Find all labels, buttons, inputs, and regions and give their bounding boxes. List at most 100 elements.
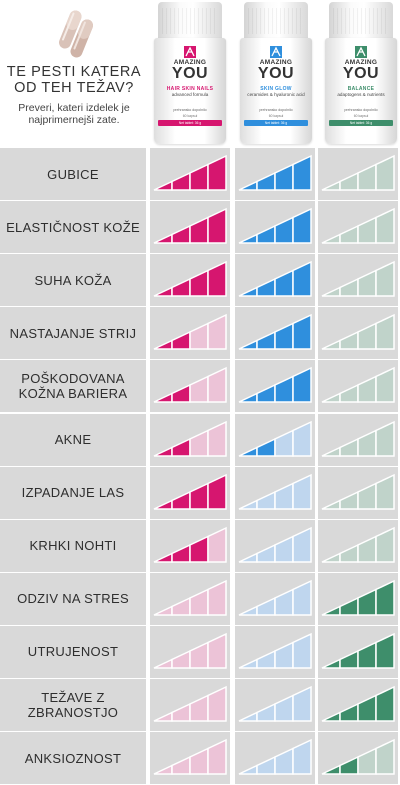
suitability-graphic	[153, 526, 227, 563]
suitability-step	[256, 649, 276, 669]
suitability-cell	[235, 307, 315, 360]
suitability-step	[292, 420, 312, 457]
suitability-cell	[318, 519, 398, 572]
suitability-graphic	[238, 738, 312, 775]
question-block: TE PESTI KATERA OD TEH TEŽAV? Preveri, k…	[4, 64, 144, 126]
suitability-step	[274, 163, 294, 191]
suitability-step	[339, 755, 359, 775]
product-band-text: Net tablet: 36 g	[178, 121, 202, 125]
suitability-cell	[235, 413, 315, 466]
suitability-graphic	[238, 154, 312, 191]
table-row: KRHKI NOHTI	[0, 519, 400, 572]
suitability-step	[321, 498, 341, 510]
suitability-cell	[318, 360, 398, 413]
suitability-step	[321, 445, 341, 457]
suitability-graphic	[321, 632, 395, 669]
suitability-step	[321, 711, 341, 722]
brand-logo-icon	[355, 46, 367, 58]
suitability-step	[153, 286, 173, 297]
suitability-graphic	[153, 632, 227, 669]
product-bottle: AMAZING YOU SKIN GLOW ceramides & hyaluroni…	[240, 2, 312, 144]
row-label: GUBICE	[0, 148, 146, 200]
page-subtitle: Preveri, kateri izdelek je najprimernejš…	[18, 102, 130, 126]
suitability-graphic	[238, 367, 312, 404]
suitability-step	[153, 498, 173, 510]
table-row: GUBICE	[0, 148, 400, 200]
suitability-step	[274, 428, 294, 457]
product-count: 60 kapsul	[353, 114, 369, 118]
suitability-step	[357, 535, 377, 563]
suitability-graphic	[321, 473, 395, 510]
brand-logo-icon	[184, 46, 196, 58]
capsules-icon	[59, 10, 93, 58]
suitability-cell	[235, 572, 315, 625]
suitability-cell	[235, 732, 315, 785]
suitability-step	[357, 322, 377, 351]
suitability-step	[189, 216, 209, 244]
suitability-step	[207, 738, 227, 775]
suitability-cell	[318, 732, 398, 785]
suitability-step	[274, 747, 294, 775]
suitability-step	[207, 579, 227, 616]
suitability-step	[189, 481, 209, 510]
table-row: IZPADANJE LAS	[0, 466, 400, 519]
suitability-graphic	[153, 685, 227, 722]
suitability-step	[207, 526, 227, 563]
brand-name: AMAZING	[259, 59, 293, 66]
suitability-step	[171, 702, 191, 722]
product-name: SKIN GLOW	[260, 86, 292, 92]
suitability-step	[274, 641, 294, 669]
suitability-step	[339, 543, 359, 563]
suitability-step	[292, 632, 312, 669]
suitability-cell	[235, 360, 315, 413]
suitability-cell	[150, 413, 230, 466]
suitability-cell	[150, 679, 230, 731]
suitability-step	[189, 269, 209, 297]
bottle-cap	[329, 2, 393, 40]
suitability-step	[207, 473, 227, 510]
suitability-step	[171, 596, 191, 616]
suitability-step	[339, 171, 359, 191]
suitability-step	[375, 314, 395, 351]
suitability-graphic	[153, 207, 227, 244]
suitability-step	[321, 339, 341, 351]
suitability-cell	[150, 201, 230, 254]
suitability-step	[171, 331, 191, 351]
suitability-cell	[318, 679, 398, 731]
table-row: ANKSIOZNOST	[0, 732, 400, 785]
suitability-step	[238, 339, 258, 351]
row-label: AKNE	[0, 413, 146, 466]
suitability-step	[375, 261, 395, 297]
suitability-step	[292, 526, 312, 563]
suitability-cell	[318, 148, 398, 200]
suitability-step	[153, 233, 173, 244]
suitability-step	[256, 490, 276, 510]
suitability-graphic	[153, 367, 227, 404]
suitability-cell	[235, 254, 315, 307]
suitability-step	[339, 702, 359, 722]
suitability-graphic	[238, 420, 312, 457]
brand-name-large: YOU	[342, 65, 380, 82]
suitability-step	[189, 588, 209, 616]
suitability-step	[292, 314, 312, 351]
suitability-step	[375, 685, 395, 722]
table-row: NASTAJANJE STRIJ	[0, 307, 400, 360]
product-type: prehransko dopolnilo	[259, 108, 293, 112]
row-label: SUHA KOŽA	[0, 254, 146, 307]
suitability-graphic	[321, 685, 395, 722]
suitability-step	[189, 641, 209, 669]
suitability-cell	[318, 254, 398, 307]
row-label: UTRUJENOST	[0, 625, 146, 678]
suitability-graphic	[153, 314, 227, 351]
suitability-step	[171, 490, 191, 510]
suitability-cell	[318, 572, 398, 625]
suitability-step	[375, 154, 395, 191]
suitability-step	[256, 543, 276, 563]
suitability-step	[256, 437, 276, 457]
suitability-step	[274, 481, 294, 510]
suitability-graphic	[321, 579, 395, 616]
suitability-step	[357, 641, 377, 669]
suitability-step	[207, 154, 227, 191]
suitability-step	[238, 711, 258, 722]
suitability-graphic	[321, 738, 395, 775]
